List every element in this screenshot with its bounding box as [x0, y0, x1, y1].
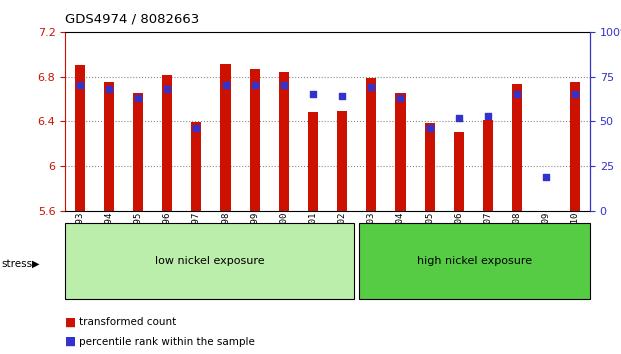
- Point: [483, 113, 493, 119]
- Point: [250, 82, 260, 88]
- Point: [542, 174, 551, 179]
- Point: [308, 92, 318, 97]
- Bar: [396, 93, 406, 211]
- Point: [425, 126, 435, 131]
- Point: [396, 95, 406, 101]
- Text: ■: ■: [65, 316, 76, 329]
- Point: [162, 86, 172, 92]
- Bar: [279, 72, 289, 211]
- Point: [220, 82, 230, 88]
- Bar: [512, 84, 522, 211]
- Bar: [191, 122, 201, 211]
- Point: [512, 92, 522, 97]
- Bar: [454, 132, 464, 211]
- Text: low nickel exposure: low nickel exposure: [155, 256, 265, 266]
- Point: [454, 115, 464, 120]
- Text: ▶: ▶: [32, 259, 40, 269]
- Bar: [337, 111, 347, 211]
- Bar: [308, 112, 318, 211]
- Bar: [483, 120, 493, 211]
- Text: ■: ■: [65, 335, 76, 348]
- Text: percentile rank within the sample: percentile rank within the sample: [79, 337, 255, 347]
- Bar: [541, 211, 551, 213]
- Point: [366, 85, 376, 90]
- Bar: [104, 82, 114, 211]
- Point: [75, 82, 84, 88]
- Point: [571, 92, 581, 97]
- Bar: [425, 124, 435, 211]
- Text: high nickel exposure: high nickel exposure: [417, 256, 532, 266]
- Point: [191, 126, 201, 131]
- Point: [337, 93, 347, 99]
- Bar: [366, 78, 376, 211]
- Point: [104, 86, 114, 92]
- Bar: [75, 65, 85, 211]
- Text: GDS4974 / 8082663: GDS4974 / 8082663: [65, 12, 199, 25]
- Bar: [220, 64, 230, 211]
- Bar: [570, 82, 581, 211]
- Point: [133, 95, 143, 101]
- Bar: [250, 69, 260, 211]
- Bar: [133, 93, 143, 211]
- Bar: [162, 75, 173, 211]
- Text: transformed count: transformed count: [79, 317, 176, 327]
- Point: [279, 82, 289, 88]
- Text: stress: stress: [1, 259, 32, 269]
